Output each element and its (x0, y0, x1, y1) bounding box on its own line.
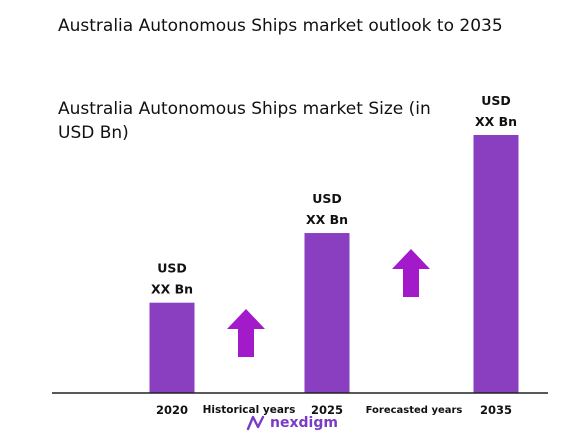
growth-arrow-up-icon-2 (392, 249, 430, 297)
x-tick-2020: 2020 (156, 403, 188, 417)
bar-2025 (304, 233, 350, 393)
growth-arrow-up-icon (227, 309, 265, 357)
x-tick-2035: 2035 (480, 403, 512, 417)
data-label-2035-1: XX Bn (475, 114, 517, 129)
nexdigm-logo-icon (246, 415, 265, 431)
chart-title: Australia Autonomous Ships market Size (… (58, 99, 431, 143)
data-label-2025-0: USD (312, 191, 342, 206)
page-title: Australia Autonomous Ships market outloo… (58, 16, 503, 36)
bar-2020 (149, 302, 195, 393)
brand-logo: nexdigm (246, 412, 338, 434)
x-tick-2025: 2025 (311, 403, 343, 417)
data-label-2035-0: USD (481, 93, 511, 108)
brand-name: nexdigm (270, 415, 338, 431)
data-label-2020-1: XX Bn (151, 282, 193, 297)
period-label-0: Historical years (203, 404, 296, 416)
data-label-2020-0: USD (157, 261, 187, 276)
period-label-1: Forecasted years (366, 405, 463, 416)
bar-2035 (473, 135, 519, 393)
data-label-2025-1: XX Bn (306, 212, 348, 227)
